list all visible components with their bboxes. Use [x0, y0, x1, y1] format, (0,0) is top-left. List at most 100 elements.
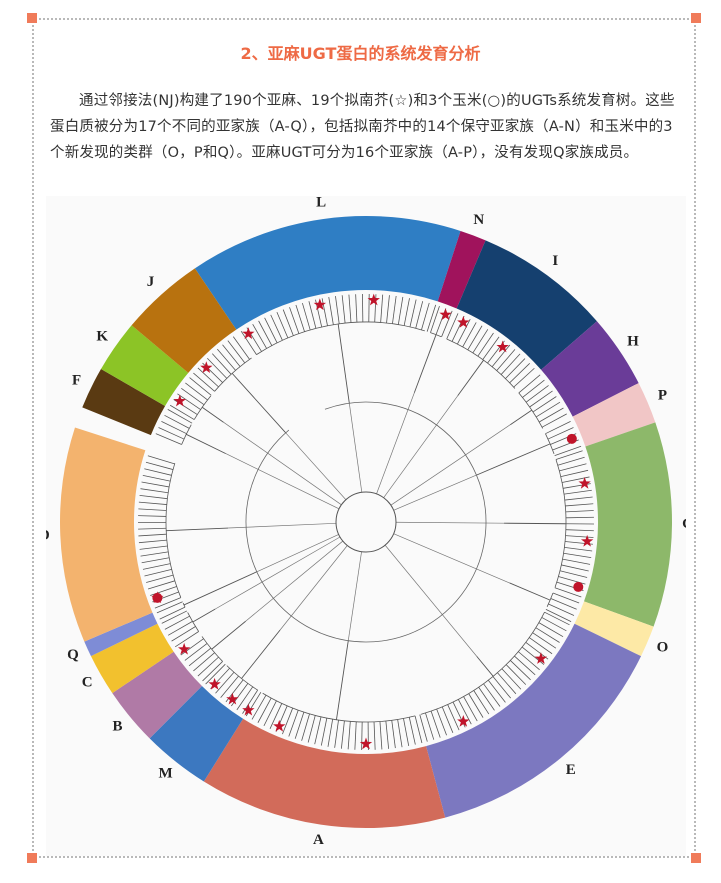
leaf-branch: [559, 463, 587, 472]
root-branch: [393, 533, 510, 584]
arabidopsis-star: [367, 293, 380, 306]
leaf-branch: [397, 296, 404, 325]
leaf-branch: [478, 686, 495, 711]
section-title: 2、亚麻UGT蛋白的系统发育分析: [240, 44, 481, 63]
leaf-branch: [535, 627, 560, 643]
clade-band: [131, 268, 237, 373]
leaf-branch: [397, 719, 403, 748]
leaf-branch: [477, 332, 494, 357]
leaf-branch: [138, 515, 167, 517]
clade-branch: [231, 373, 287, 434]
clade-band: [574, 601, 654, 657]
content-frame: [32, 18, 696, 858]
clade-branch: [183, 571, 257, 606]
leaf-branch: [457, 699, 472, 725]
leaf-branch: [421, 302, 430, 330]
leaf-branch: [565, 503, 594, 507]
leaf-branch: [258, 320, 273, 346]
leaf-branch: [185, 382, 208, 401]
clade-branch: [211, 620, 246, 650]
leaf-branch: [301, 713, 310, 741]
clade-label: O: [657, 639, 669, 655]
clade-branch: [337, 323, 350, 404]
leaf-branch: [441, 706, 454, 733]
leaf-branch: [158, 427, 185, 440]
leaf-branch: [177, 393, 201, 410]
leaf-branch: [289, 307, 300, 334]
leaf-branch: [564, 496, 593, 501]
leaf-branch: [468, 693, 484, 718]
leaf-branch: [505, 358, 526, 379]
leaf-branch: [188, 647, 212, 667]
leaf-branch: [554, 587, 582, 598]
leaf-branch: [510, 660, 531, 681]
leaf-branch: [415, 301, 424, 329]
leaf-branch: [563, 552, 592, 559]
arabidopsis-star: [242, 703, 255, 716]
leaf-branch: [532, 632, 557, 649]
arabidopsis-star: [439, 308, 452, 321]
clade-node-arc: [430, 332, 442, 338]
leaf-branch: [263, 700, 277, 727]
leaf-branch: [161, 420, 187, 435]
leaf-branch: [174, 631, 199, 648]
arabidopsis-star: [242, 327, 255, 339]
leaf-branch: [529, 390, 553, 408]
root-branch: [347, 551, 362, 641]
leaf-branch: [539, 407, 564, 423]
leaf-branch: [184, 643, 208, 661]
leaf-branch: [535, 401, 561, 418]
leaf-branch: [386, 295, 390, 324]
arabidopsis-star: [208, 677, 221, 690]
leaf-branch: [541, 413, 567, 428]
leaf-branch: [282, 309, 294, 336]
leaf-branch: [564, 547, 593, 552]
paragraph: 通过邻接法(NJ)构建了190个亚麻、19个拟南芥(☆)和3个玉米(○)的UGT…: [50, 93, 675, 161]
arabidopsis-star: [578, 476, 591, 489]
arabidopsis-star: [177, 642, 191, 655]
leaf-branch: [251, 695, 267, 720]
clade-label: C: [82, 674, 93, 690]
leaf-branch: [552, 592, 580, 604]
leaf-branch: [544, 611, 570, 626]
leaf-branch: [554, 445, 582, 456]
leaf-branch: [562, 558, 591, 565]
leaf-branch: [270, 314, 283, 341]
leaf-branch: [528, 637, 553, 655]
leaf-branch: [560, 469, 589, 478]
leaf-branch: [391, 720, 396, 749]
leaf-branch: [169, 404, 195, 420]
clade-label: A: [313, 832, 324, 848]
leaf-branch: [341, 295, 346, 324]
clade-band: [60, 427, 153, 642]
leaf-branch: [164, 615, 190, 630]
leaf-branch: [252, 323, 267, 349]
clade-branch: [335, 640, 349, 720]
clade-band: [541, 321, 639, 417]
leaf-branch: [501, 668, 522, 690]
clade-branch: [476, 655, 494, 677]
leaf-branch: [414, 715, 423, 744]
leaf-branch: [462, 322, 477, 348]
leaf-branch: [392, 295, 397, 324]
corner: [27, 13, 37, 23]
arabidopsis-star: [580, 534, 594, 547]
clade-band: [82, 369, 166, 436]
leaf-branch: [557, 456, 585, 466]
clade-label: I: [552, 253, 558, 269]
leaf-branch: [565, 510, 594, 513]
leaf-branch: [408, 717, 416, 745]
leaf-branch: [354, 721, 357, 750]
corner: [691, 853, 701, 863]
clade-label: Q: [67, 647, 79, 663]
clade-label: F: [72, 372, 81, 388]
leaf-branch: [463, 696, 478, 722]
leaf-branch: [513, 367, 535, 388]
arabidopsis-star: [359, 737, 373, 750]
clade-label: D: [46, 527, 50, 543]
clade-label: M: [158, 765, 172, 781]
leaf-branch: [144, 568, 172, 577]
leaf-branch: [514, 655, 536, 676]
leaf-branch: [491, 344, 511, 368]
